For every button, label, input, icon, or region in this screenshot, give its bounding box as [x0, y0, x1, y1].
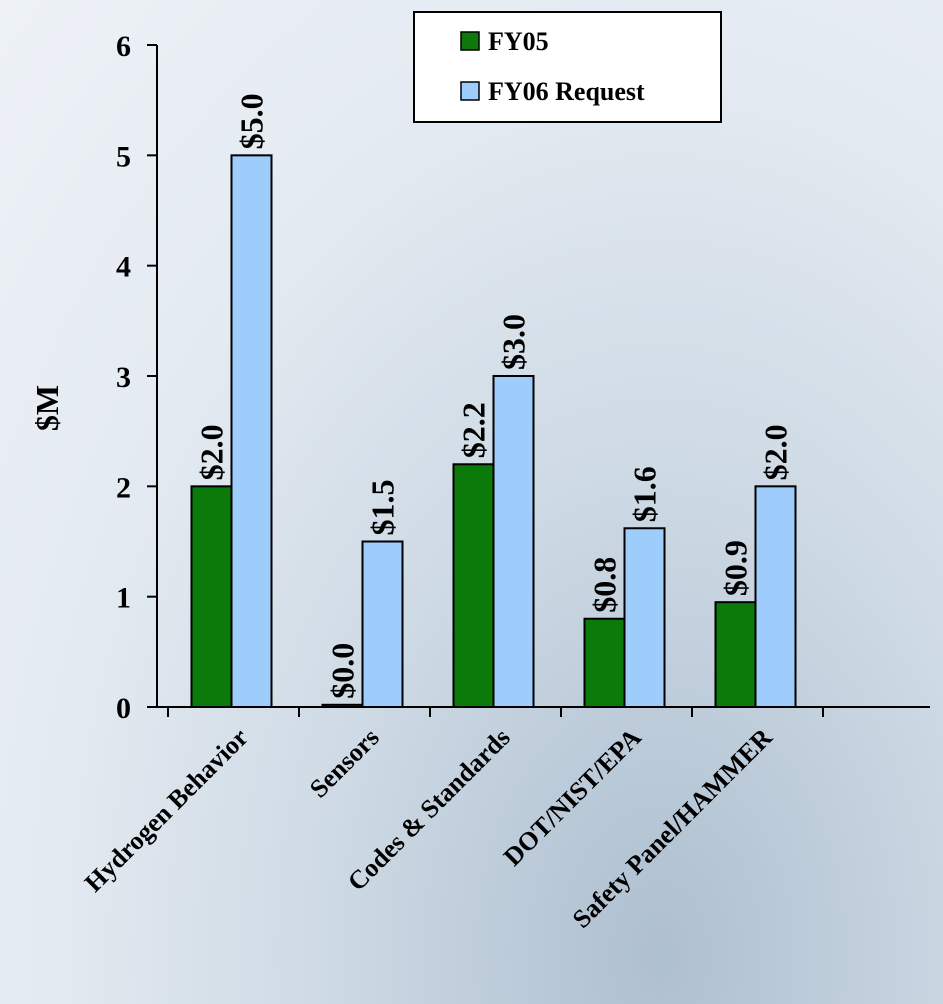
y-tick-label-0: 0 — [116, 692, 131, 725]
bar-fy06-2 — [492, 375, 535, 708]
y-tick-label-4: 4 — [116, 251, 131, 284]
legend-label-1: FY06 Request — [488, 77, 645, 106]
data-label-fy05-0: $2.0 — [194, 424, 230, 480]
data-label-fy06-4: $2.0 — [758, 424, 794, 480]
bar-fy05-0 — [190, 485, 233, 709]
legend-box — [413, 11, 722, 123]
y-tick-label-2: 2 — [116, 471, 131, 504]
data-label-fy06-2: $3.0 — [496, 314, 532, 370]
data-label-fy05-3: $0.8 — [587, 557, 623, 613]
data-label-fy05-4: $0.9 — [718, 540, 754, 596]
legend-swatch-0 — [460, 31, 480, 51]
category-label-0: Hydrogen Behavior — [79, 723, 254, 898]
y-axis-title: $M — [29, 385, 65, 431]
bar-fy05-2 — [452, 463, 495, 708]
bar-fy06-4 — [754, 485, 797, 709]
legend: FY05 FY06 Request — [413, 11, 722, 123]
data-label-fy06-1: $1.5 — [365, 480, 401, 536]
y-tick-label-5: 5 — [116, 140, 131, 173]
data-label-fy06-0: $5.0 — [234, 93, 270, 149]
legend-label-0: FY05 — [488, 27, 549, 56]
data-label-fy05-1: $0.0 — [325, 643, 361, 699]
category-label-3: DOT/NIST/EPA — [498, 723, 647, 872]
axes-group: 0 1 2 3 4 5 6 — [116, 30, 930, 725]
legend-swatch-1 — [460, 81, 480, 101]
bars-group — [190, 154, 797, 709]
category-label-1: Sensors — [304, 723, 385, 804]
data-label-fy06-3: $1.6 — [627, 466, 663, 522]
bar-fy06-3 — [623, 527, 666, 709]
bar-fy06-1 — [361, 540, 404, 708]
bar-fy06-0 — [230, 154, 273, 709]
y-tick-label-3: 3 — [116, 361, 131, 394]
data-labels-group: $2.0 $5.0 $0.0 $1.5 $2.2$3.0 $0.8$1.6 $0.9 $2.0 — [194, 93, 794, 698]
bar-fy05-3 — [583, 617, 626, 709]
y-tick-label-1: 1 — [116, 582, 131, 615]
y-tick-label-6: 6 — [116, 30, 131, 63]
data-label-fy05-2: $2.2 — [456, 402, 492, 458]
bar-fy05-4 — [714, 601, 757, 709]
